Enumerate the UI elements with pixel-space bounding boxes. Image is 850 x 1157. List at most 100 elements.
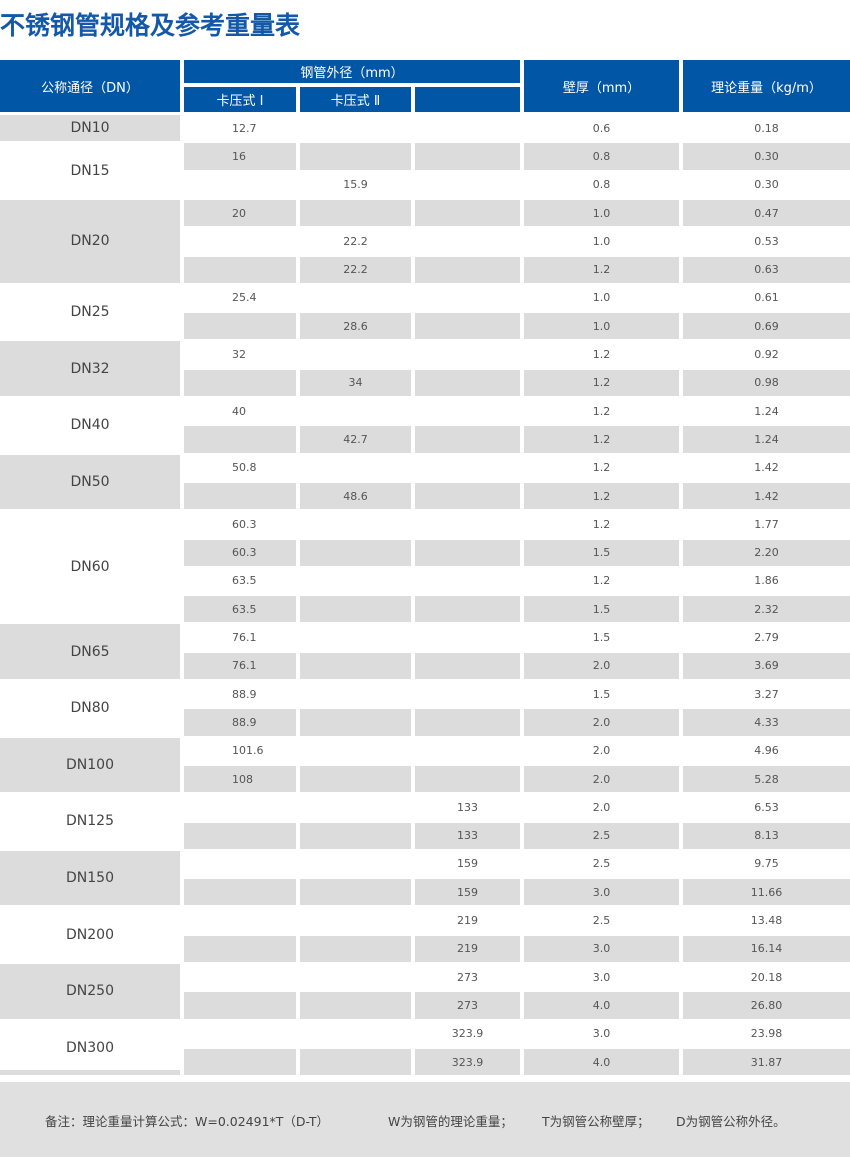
sub2-cell: 48.6 [300, 482, 411, 510]
weight-cell: 0.47 [683, 199, 850, 227]
weight-cell: 16.14 [683, 935, 850, 962]
dn-cell: DN100 [0, 737, 180, 793]
header-nominal: 公称通径（DN） [0, 60, 180, 112]
sub3-cell [415, 624, 520, 650]
sub1-cell [184, 964, 296, 990]
thickness-cell: 1.2 [524, 256, 679, 283]
thickness-cell: 1.2 [592, 574, 611, 588]
thickness-cell: 4.0 [524, 992, 679, 1019]
sub3-cell [415, 398, 520, 424]
sub2-cell [300, 568, 411, 594]
sub1-cell: 60.3 [232, 517, 257, 531]
thickness-cell: 1.0 [524, 199, 679, 227]
dn-cell: DN150 [0, 850, 180, 906]
weight-cell: 0.61 [754, 291, 779, 305]
sub1-cell: 76.1 [184, 652, 296, 679]
sub1-cell [184, 992, 296, 1019]
dn-cell: DN65 [0, 624, 180, 679]
sub2-cell [300, 964, 411, 990]
weight-cell: 2.20 [683, 539, 850, 566]
weight-cell: 1.86 [754, 574, 779, 588]
thickness-cell: 1.5 [592, 631, 611, 645]
sub3-cell [415, 765, 520, 793]
sub1-cell: 20 [184, 199, 296, 227]
sub2-cell [300, 455, 411, 481]
weight-cell: 26.80 [683, 992, 850, 1019]
dn-cell: DN60 [70, 558, 110, 575]
thickness-cell: 1.2 [524, 482, 679, 510]
weight-cell: 0.18 [754, 121, 779, 135]
thickness-cell: 1.0 [592, 291, 611, 305]
sub3-cell [415, 738, 520, 764]
sub2-cell [300, 115, 411, 141]
weight-cell: 1.24 [754, 404, 779, 418]
sub2-cell [300, 794, 411, 820]
dn-cell: DN40 [70, 417, 110, 434]
sub2-cell [300, 851, 411, 877]
sub1-cell [184, 1021, 296, 1047]
sub2-cell: 15.9 [343, 178, 368, 192]
sub1-cell: 25.4 [232, 291, 257, 305]
sub2-cell [300, 709, 411, 736]
sub3-cell: 273 [415, 992, 520, 1019]
page-title: 不锈钢管规格及参考重量表 [0, 11, 301, 40]
thickness-cell: 2.0 [524, 652, 679, 679]
sub2-cell [300, 681, 411, 707]
sub2-cell [300, 596, 411, 623]
weight-cell: 0.92 [754, 348, 779, 362]
sub2-cell: 42.7 [300, 426, 411, 453]
sub2-cell [300, 539, 411, 566]
weight-cell: 9.75 [754, 857, 779, 871]
weight-cell: 4.96 [754, 744, 779, 758]
sub1-cell: 60.3 [184, 539, 296, 566]
sub1-cell [184, 879, 296, 906]
thickness-cell: 1.2 [524, 426, 679, 453]
weight-cell: 11.66 [683, 879, 850, 906]
sub1-cell [184, 228, 296, 254]
footer-t-note: T为钢管公称壁厚； [542, 1114, 650, 1129]
sub1-cell: 12.7 [232, 121, 257, 135]
weight-cell: 13.48 [750, 914, 783, 928]
sub1-cell: 108 [184, 765, 296, 793]
sub3-cell [415, 511, 520, 537]
sub2-cell [300, 1048, 411, 1076]
sub2-cell: 34 [300, 369, 411, 396]
footer-formula: 备注：理论重量计算公式：W=0.02491*T（D-T） [45, 1114, 330, 1129]
sub3-cell [415, 596, 520, 623]
sub1-cell [184, 907, 296, 933]
sub1-cell: 101.6 [232, 744, 264, 758]
sub1-cell [184, 426, 296, 453]
sub2-cell: 22.2 [343, 234, 368, 248]
thickness-cell: 1.2 [592, 404, 611, 418]
sub1-cell [184, 794, 296, 820]
sub2-cell [300, 285, 411, 311]
dn-cell: DN20 [0, 199, 180, 283]
sub2-cell [300, 511, 411, 537]
sub3-cell [415, 539, 520, 566]
sub1-cell [184, 935, 296, 962]
sub2-cell [300, 907, 411, 933]
sub1-cell: 16 [184, 143, 296, 170]
sub1-cell: 76.1 [232, 631, 257, 645]
sub2-cell [300, 652, 411, 679]
sub1-cell [184, 482, 296, 510]
sub3-cell: 323.9 [415, 1048, 520, 1076]
sub3-cell [415, 681, 520, 707]
weight-cell: 8.13 [683, 822, 850, 849]
thickness-cell: 3.0 [524, 935, 679, 962]
sub1-cell [184, 851, 296, 877]
dn-cell: DN80 [70, 700, 110, 717]
thickness-cell: 0.6 [592, 121, 611, 135]
weight-cell: 3.69 [683, 652, 850, 679]
sub3-cell [415, 313, 520, 340]
thickness-cell: 3.0 [524, 879, 679, 906]
sub3-cell: 133 [457, 800, 478, 814]
weight-cell: 31.87 [683, 1048, 850, 1076]
sub1-cell: 40 [232, 404, 246, 418]
sub3-cell: 323.9 [451, 1027, 484, 1041]
sub3-cell: 133 [415, 822, 520, 849]
weight-cell: 4.33 [683, 709, 850, 736]
sub3-cell [415, 115, 520, 141]
dn-cell: DN25 [70, 304, 110, 321]
weight-cell: 1.42 [683, 482, 850, 510]
